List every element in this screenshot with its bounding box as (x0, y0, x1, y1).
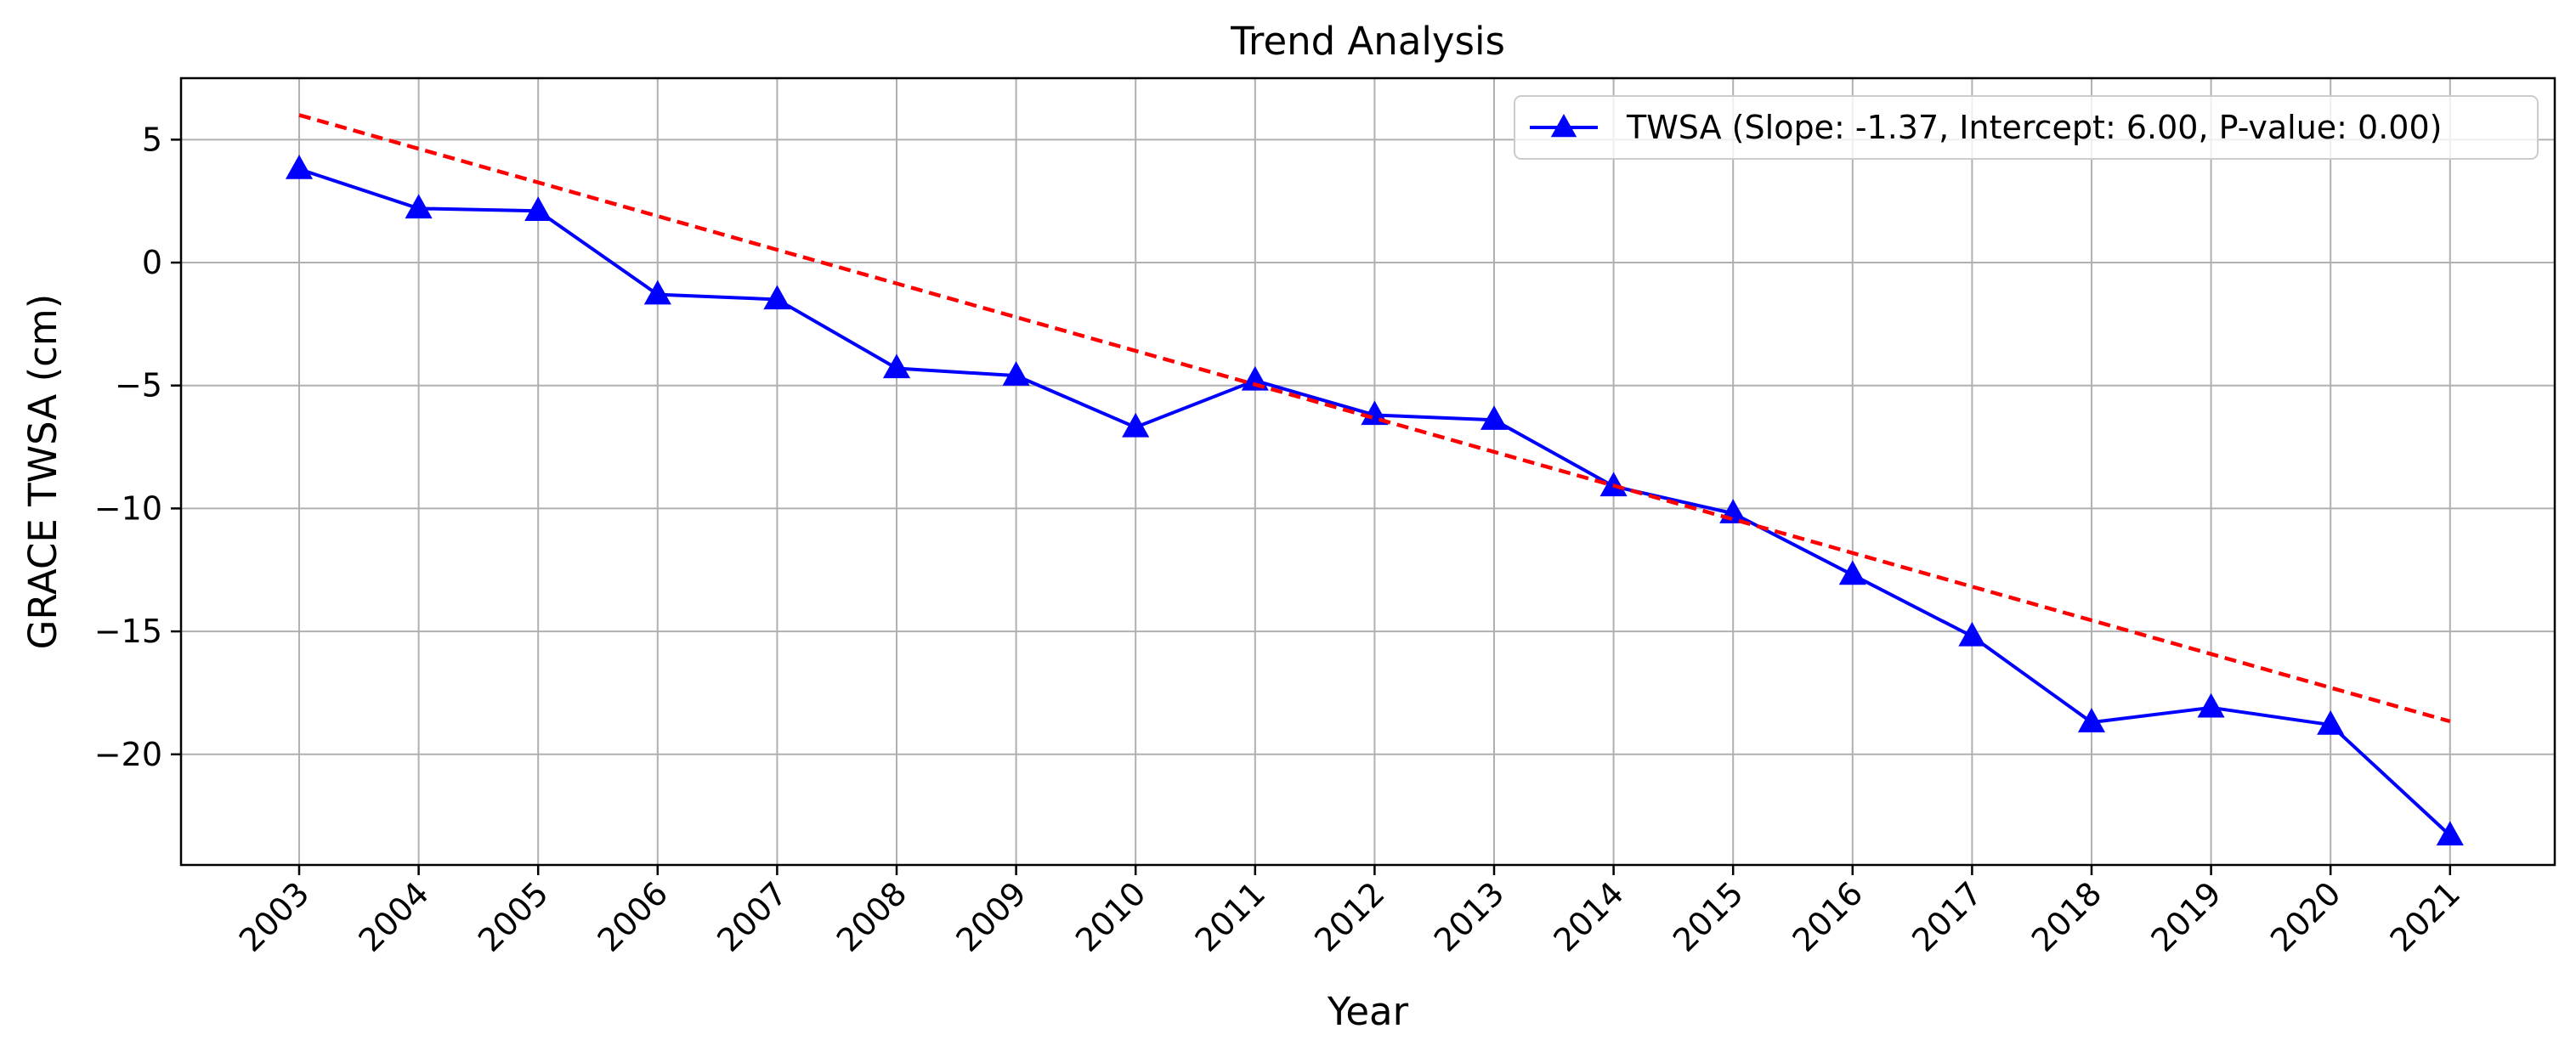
legend: TWSA (Slope: -1.37, Intercept: 6.00, P-v… (1514, 95, 2539, 160)
x-tick-label: 2010 (1068, 874, 1153, 959)
x-tick-label: 2019 (2143, 874, 2228, 959)
twsa-data-point (524, 196, 552, 221)
x-tick-label: 2008 (829, 874, 914, 959)
twsa-data-point (643, 280, 671, 305)
y-tick-label: 5 (142, 121, 162, 158)
x-tick-label: 2014 (1546, 874, 1631, 959)
twsa-data-point (405, 194, 433, 219)
axes-frame (179, 76, 2556, 867)
legend-box (1514, 95, 2539, 160)
x-tick-label: 2018 (2024, 874, 2109, 959)
x-tick-label: 2007 (710, 874, 795, 959)
twsa-data-point (882, 353, 911, 379)
x-tick-label: 2006 (591, 874, 676, 959)
twsa-data-point (1480, 405, 1509, 430)
y-tick-label: −10 (94, 489, 162, 527)
x-tick-label: 2005 (471, 874, 556, 959)
x-tick-label: 2020 (2263, 874, 2348, 959)
twsa-data-point (1122, 412, 1150, 438)
x-tick-label: 2011 (1188, 874, 1273, 959)
legend-label: TWSA (Slope: -1.37, Intercept: 6.00, P-v… (1626, 109, 2442, 146)
x-axis-title: Year (1327, 989, 1409, 1034)
grid (181, 78, 2555, 865)
x-tick-label: 2004 (351, 874, 436, 959)
x-tick-label: 2015 (1666, 874, 1751, 959)
twsa-data-point (763, 285, 791, 310)
twsa-data-point (2077, 708, 2106, 732)
series-layer (285, 113, 2464, 845)
twsa-data-point (2436, 821, 2464, 845)
twsa-data-point (285, 155, 314, 179)
legend-triangle-marker (1550, 114, 1577, 138)
x-tick-label: 2009 (948, 874, 1033, 959)
twsa-data-point (1241, 365, 1269, 391)
y-axis-title: GRACE TWSA (cm) (20, 294, 65, 650)
twsa-data-point (2317, 710, 2345, 735)
x-tick-label: 2017 (1905, 874, 1990, 959)
y-tick-label: −15 (94, 613, 162, 650)
x-tick-label: 2013 (1427, 874, 1512, 959)
x-tick-label: 2016 (1786, 874, 1871, 959)
twsa-data-point (1002, 361, 1030, 386)
x-tick-label: 2021 (2383, 874, 2468, 959)
chart-title: Trend Analysis (1230, 19, 1505, 64)
ticks: 2003 2004 2005 2006 2007 2008 2009 2010 2011 2012… (94, 121, 2467, 958)
twsa-data-point (1958, 621, 1986, 647)
twsa-data-point (2197, 692, 2225, 718)
y-tick-label: −20 (94, 736, 162, 773)
y-tick-label: −5 (115, 367, 162, 404)
twsa-data-point (1838, 560, 1866, 585)
y-tick-label: 0 (142, 244, 162, 281)
x-tick-label: 2003 (232, 874, 317, 959)
trend-line (298, 113, 2451, 724)
x-tick-label: 2012 (1307, 874, 1392, 959)
